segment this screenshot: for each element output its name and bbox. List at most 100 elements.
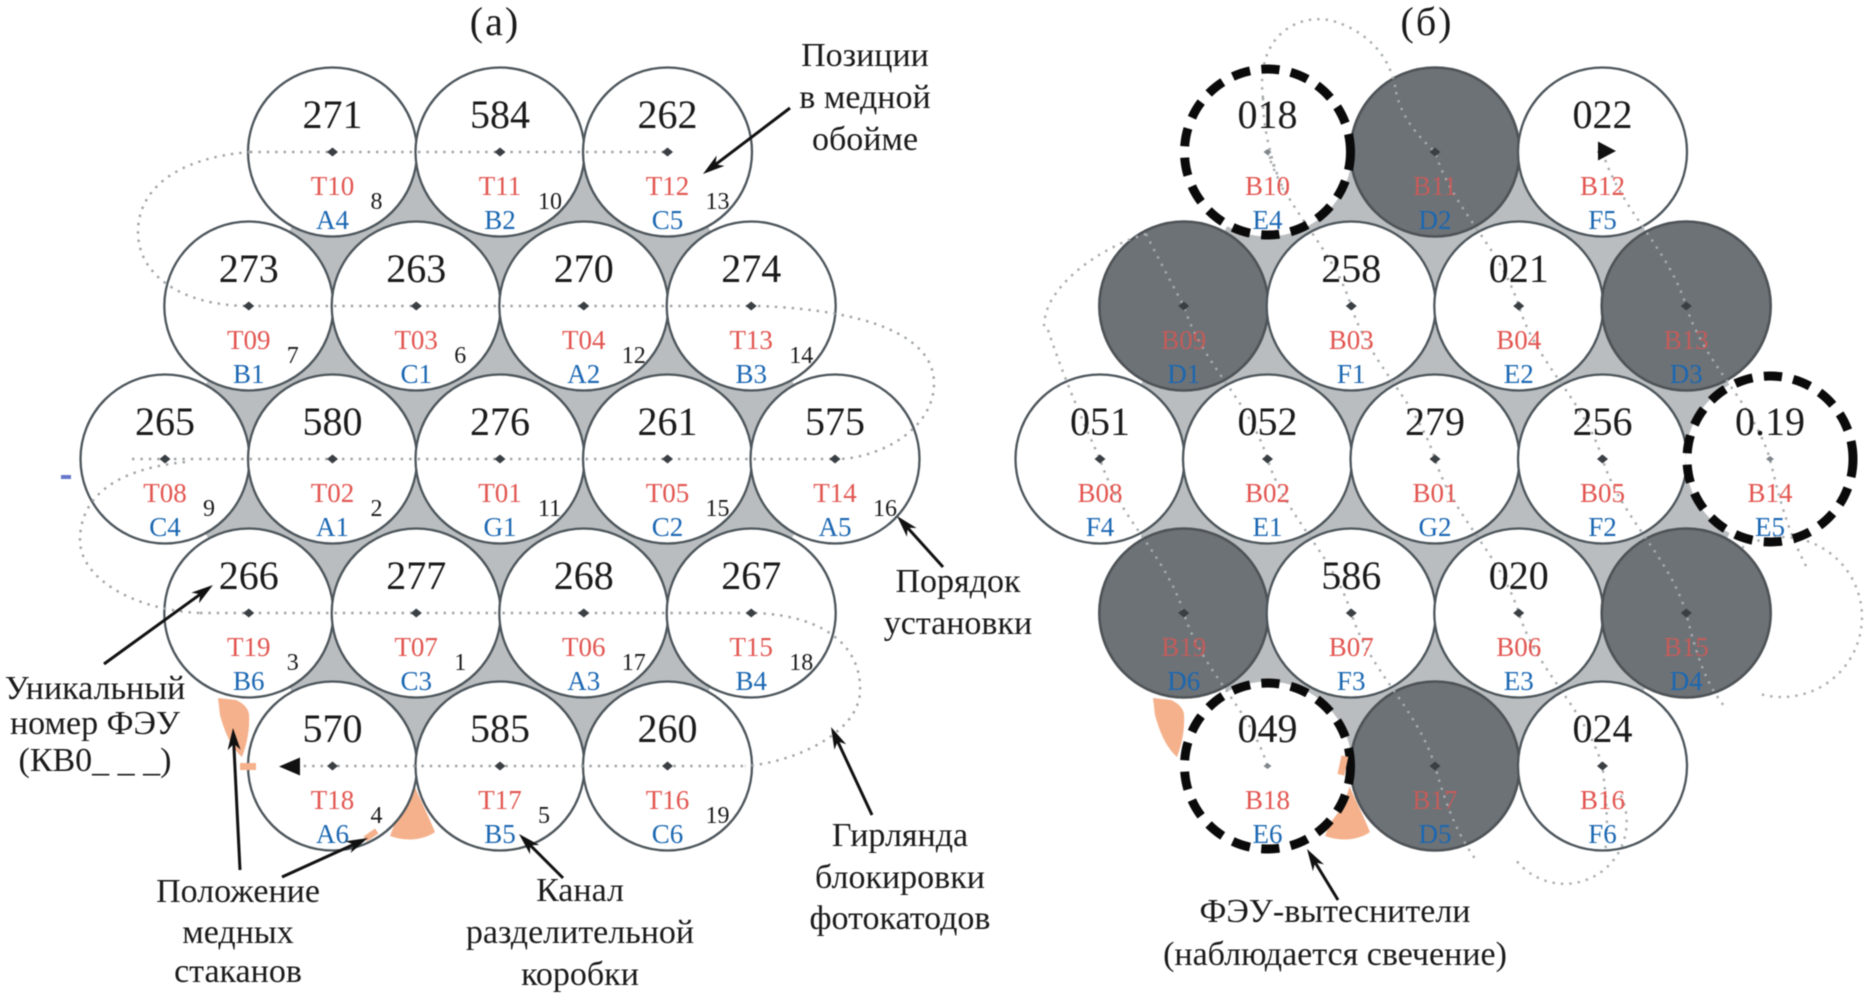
svg-text:585: 585: [470, 706, 530, 751]
svg-text:2: 2: [371, 496, 383, 522]
svg-text:T05: T05: [646, 478, 690, 508]
svg-text:A6: A6: [316, 819, 349, 849]
svg-text:B01: B01: [1412, 478, 1457, 508]
svg-text:Гирлянда: Гирлянда: [832, 817, 968, 854]
svg-text:B3: B3: [735, 359, 767, 389]
svg-text:E2: E2: [1504, 359, 1534, 389]
svg-text:18: 18: [789, 650, 813, 676]
svg-text:E1: E1: [1253, 512, 1283, 542]
svg-text:270: 270: [554, 246, 614, 291]
svg-text:018: 018: [1238, 92, 1298, 137]
svg-text:256: 256: [1573, 399, 1633, 444]
svg-text:B1: B1: [233, 359, 265, 389]
svg-text:263: 263: [386, 246, 446, 291]
svg-text:C4: C4: [149, 512, 181, 542]
svg-text:ФЭУ-вытеснители: ФЭУ-вытеснители: [1200, 893, 1471, 930]
svg-text:D2: D2: [1419, 205, 1452, 235]
svg-text:G2: G2: [1419, 512, 1452, 542]
svg-text:E5: E5: [1755, 512, 1785, 542]
svg-text:T14: T14: [813, 478, 857, 508]
svg-text:блокировки: блокировки: [815, 859, 985, 896]
svg-text:C5: C5: [652, 205, 684, 235]
svg-text:B4: B4: [735, 666, 767, 696]
svg-text:19: 19: [706, 803, 730, 829]
svg-text:575: 575: [805, 399, 865, 444]
svg-text:B5: B5: [484, 819, 516, 849]
svg-text:B07: B07: [1329, 632, 1374, 662]
svg-text:12: 12: [622, 343, 646, 369]
svg-text:C6: C6: [652, 819, 684, 849]
svg-text:B12: B12: [1580, 171, 1625, 201]
svg-text:3: 3: [287, 650, 299, 676]
svg-text:C3: C3: [400, 666, 432, 696]
svg-text:D1: D1: [1167, 359, 1200, 389]
svg-text:T08: T08: [143, 478, 187, 508]
svg-text:279: 279: [1405, 399, 1465, 444]
svg-text:266: 266: [219, 553, 279, 598]
svg-text:(наблюдается свечение): (наблюдается свечение): [1163, 936, 1507, 973]
svg-text:261: 261: [638, 399, 698, 444]
svg-text:570: 570: [303, 706, 363, 751]
svg-text:273: 273: [219, 246, 279, 291]
svg-text:F1: F1: [1337, 359, 1366, 389]
svg-text:051: 051: [1070, 399, 1130, 444]
svg-text:номер ФЭУ: номер ФЭУ: [10, 705, 181, 742]
svg-text:Порядок: Порядок: [895, 563, 1020, 600]
svg-text:T10: T10: [311, 171, 355, 201]
svg-text:B09: B09: [1161, 325, 1206, 355]
svg-text:T01: T01: [478, 478, 522, 508]
svg-text:B17: B17: [1412, 785, 1457, 815]
svg-text:Уникальный: Уникальный: [5, 670, 186, 707]
svg-text:G1: G1: [484, 512, 517, 542]
svg-text:T02: T02: [311, 478, 355, 508]
svg-text:A5: A5: [819, 512, 852, 542]
svg-text:E3: E3: [1504, 666, 1534, 696]
svg-text:T07: T07: [394, 632, 438, 662]
svg-text:(КВ0_ _ _): (КВ0_ _ _): [19, 742, 172, 779]
svg-text:установки: установки: [884, 605, 1032, 642]
svg-text:049: 049: [1238, 706, 1298, 751]
svg-text:271: 271: [303, 92, 363, 137]
svg-text:в медной: в медной: [799, 79, 930, 116]
svg-text:B10: B10: [1245, 171, 1290, 201]
svg-text:(б): (б): [1401, 0, 1454, 44]
svg-text:A1: A1: [316, 512, 349, 542]
svg-text:(а): (а): [470, 0, 520, 44]
svg-text:фотокатодов: фотокатодов: [810, 900, 991, 937]
svg-text:T04: T04: [562, 325, 606, 355]
svg-text:T11: T11: [479, 171, 522, 201]
svg-text:16: 16: [873, 496, 897, 522]
svg-text:T19: T19: [227, 632, 271, 662]
svg-text:0.19: 0.19: [1735, 399, 1805, 444]
svg-text:14: 14: [789, 343, 813, 369]
svg-text:T03: T03: [394, 325, 438, 355]
svg-text:580: 580: [303, 399, 363, 444]
svg-text:5: 5: [538, 803, 550, 829]
svg-text:B2: B2: [484, 205, 516, 235]
svg-text:D6: D6: [1167, 666, 1200, 696]
svg-text:1: 1: [454, 650, 466, 676]
svg-text:Канал: Канал: [536, 872, 624, 909]
svg-text:268: 268: [554, 553, 614, 598]
svg-text:586: 586: [1321, 553, 1381, 598]
svg-text:B04: B04: [1496, 325, 1542, 355]
svg-text:B08: B08: [1077, 478, 1122, 508]
svg-text:Положение: Положение: [156, 873, 320, 910]
svg-text:T06: T06: [562, 632, 606, 662]
svg-text:F5: F5: [1588, 205, 1617, 235]
svg-text:584: 584: [470, 92, 530, 137]
svg-text:B16: B16: [1580, 785, 1625, 815]
svg-text:стаканов: стаканов: [174, 953, 302, 990]
svg-text:B06: B06: [1496, 632, 1541, 662]
svg-text:7: 7: [287, 343, 299, 369]
svg-text:17: 17: [622, 650, 646, 676]
svg-text:D3: D3: [1670, 359, 1703, 389]
svg-text:258: 258: [1321, 246, 1381, 291]
svg-text:T12: T12: [646, 171, 690, 201]
svg-text:T16: T16: [646, 785, 690, 815]
svg-text:T18: T18: [311, 785, 355, 815]
svg-text:260: 260: [638, 706, 698, 751]
svg-text:B15: B15: [1664, 632, 1709, 662]
svg-text:6: 6: [454, 343, 466, 369]
svg-text:обойме: обойме: [812, 121, 918, 158]
